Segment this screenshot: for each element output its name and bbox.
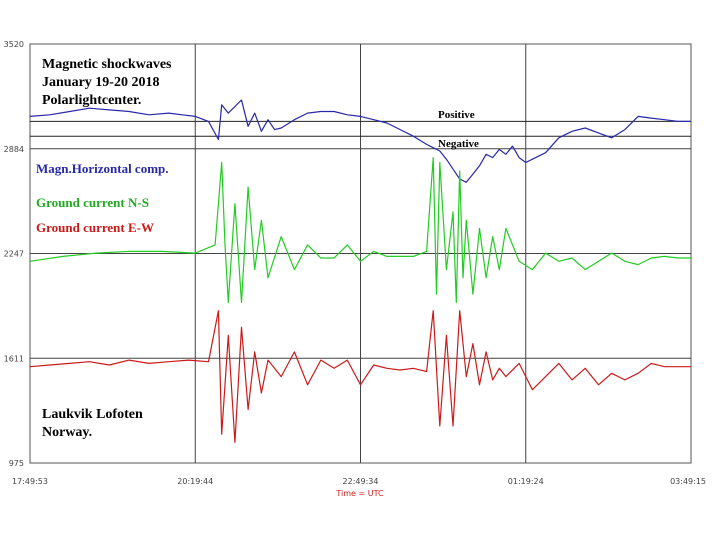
legend-ground-current-ns: Ground current N-S: [36, 195, 149, 210]
negative-label: Negative: [438, 138, 479, 150]
legend-magn-horizontal: Magn.Horizontal comp.: [36, 161, 169, 176]
series-line-1: [29, 157, 691, 304]
series-line-0: [29, 99, 691, 183]
x-tick-label: 20:19:44: [177, 477, 213, 486]
series-group: [29, 99, 691, 443]
y-tick-label: 3520: [4, 40, 24, 49]
x-tick-label: 17:49:53: [12, 477, 48, 486]
y-tick-label: 2247: [4, 250, 24, 259]
title-line-1: Magnetic shockwaves: [42, 57, 172, 72]
y-tick-label: 975: [9, 459, 24, 468]
positive-label: Positive: [438, 109, 475, 121]
location-line-1: Laukvik Lofoten: [42, 407, 143, 422]
y-tick-label: 1611: [4, 354, 24, 363]
x-tick-label: 01:19:24: [508, 477, 544, 486]
title-line-3: Polarlightcenter.: [42, 93, 141, 108]
grid: [30, 44, 691, 463]
legend-ground-current-ew: Ground current E-W: [36, 220, 154, 235]
series-line-2: [29, 310, 691, 443]
reference-lines: [30, 120, 691, 137]
title-line-2: January 19-20 2018: [42, 75, 159, 90]
y-tick-label: 2884: [4, 145, 24, 154]
x-ticks: 17:49:53 20:19:44 22:49:34 01:19:24 03:49:15: [12, 477, 706, 486]
location-line-2: Norway.: [42, 425, 92, 440]
x-tick-label: 03:49:15: [670, 477, 706, 486]
x-tick-label: 22:49:34: [343, 477, 379, 486]
y-ticks: 3520 2884 2247 1611 975: [4, 40, 24, 468]
x-axis-label: Time = UTC: [335, 489, 384, 498]
